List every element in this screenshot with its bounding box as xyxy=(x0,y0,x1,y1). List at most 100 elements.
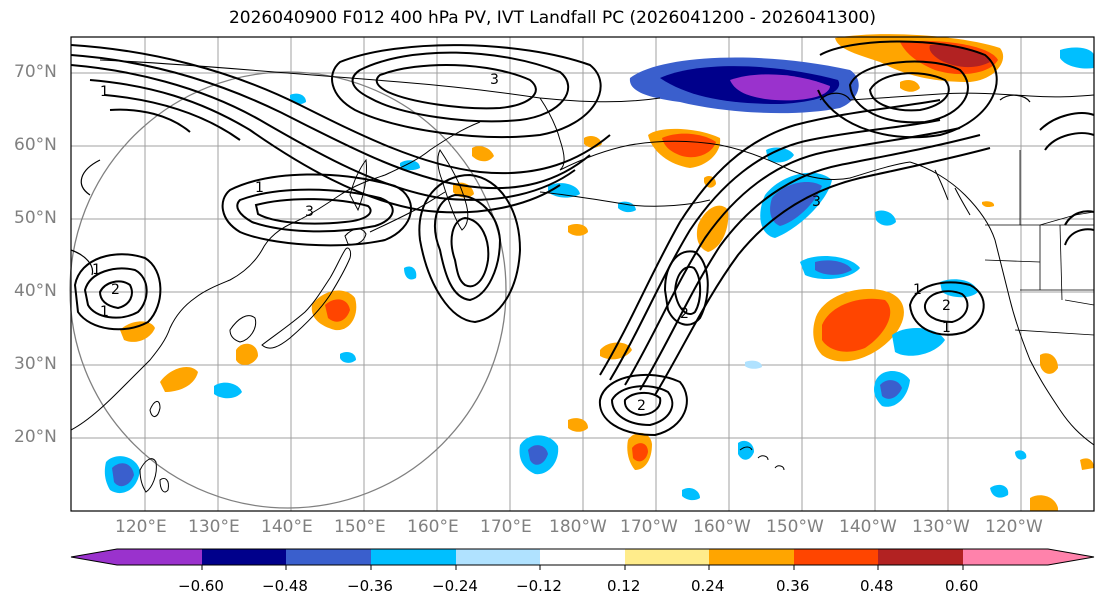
contour-labels: 1 3 1 2 3 1 1 3 2 2 1 2 1 xyxy=(92,72,951,414)
landfall-radius-circle xyxy=(69,71,507,509)
contour-line xyxy=(418,173,522,324)
pv-blob-positive xyxy=(160,367,198,392)
contour-line xyxy=(375,63,537,110)
contour-line xyxy=(1064,210,1095,226)
pv-blob-negative xyxy=(682,487,700,501)
contour-line xyxy=(434,193,502,302)
lat-label: 20°N xyxy=(14,427,57,447)
pv-blob-positive xyxy=(325,299,350,322)
pv-blob-negative xyxy=(618,201,636,213)
colorbar-tick-label: −0.24 xyxy=(432,577,478,595)
pv-blob-negative xyxy=(990,484,1009,498)
pv-blob-negative xyxy=(528,445,548,465)
colorbar-outline xyxy=(70,548,1095,566)
contour-line xyxy=(663,250,709,326)
contour-line xyxy=(848,60,969,124)
contour-line xyxy=(868,72,950,112)
pv-shading xyxy=(104,34,1094,511)
contour-line xyxy=(236,188,394,233)
colorbar-segment xyxy=(71,549,202,565)
contour-line xyxy=(221,173,412,247)
contour-label: 3 xyxy=(812,194,821,210)
lon-label: 130°W xyxy=(912,517,970,537)
map-title: 2026040900 F012 400 hPa PV, IVT Landfall… xyxy=(228,8,876,28)
map-frame xyxy=(70,36,1095,512)
colorbar-segment xyxy=(709,549,794,565)
colorbar-tick-label: 0.24 xyxy=(691,577,725,595)
pv-blob-negative xyxy=(400,160,420,171)
gridlines xyxy=(71,37,1094,511)
pv-blob-negative xyxy=(214,382,242,399)
pv-blob-negative xyxy=(766,147,794,163)
colorbar-segment xyxy=(286,549,371,565)
contour-line xyxy=(999,94,1031,103)
colorbar-segment xyxy=(625,549,709,565)
pv-blob-positive xyxy=(236,343,258,365)
pv-blob-positive xyxy=(472,146,494,162)
contour-line xyxy=(817,40,998,139)
contour-line xyxy=(673,266,702,315)
lon-label: 150°W xyxy=(766,517,824,537)
lat-label: 60°N xyxy=(14,135,57,155)
pv-blob-positive xyxy=(568,418,588,432)
contour-label: 1 xyxy=(100,304,109,320)
pv-blob-negative xyxy=(738,440,754,460)
contour-line xyxy=(1064,228,1095,246)
contour-line xyxy=(351,51,570,123)
pv-blob-positive xyxy=(982,201,995,208)
contour-label: 1 xyxy=(942,320,951,336)
colorbar-tick-label: −0.36 xyxy=(347,577,393,595)
contour-line xyxy=(1044,132,1095,151)
contour-line xyxy=(83,267,148,319)
colorbar-tick-label: 0.36 xyxy=(776,577,810,595)
lon-label: 170°E xyxy=(480,517,532,537)
lon-label: 160°W xyxy=(693,517,751,537)
lon-label: 140°E xyxy=(261,517,313,537)
pv-blob-negative xyxy=(730,74,830,101)
lon-label: 120°E xyxy=(115,517,167,537)
ivt-contours xyxy=(70,40,1095,437)
pv-blob-negative xyxy=(112,463,134,487)
colorbar-segment xyxy=(456,549,540,565)
pv-blob-positive xyxy=(568,224,588,236)
pv-blob-negative xyxy=(892,328,945,356)
contour-line xyxy=(624,127,961,386)
contour-line xyxy=(254,198,372,225)
colorbar xyxy=(70,548,1095,570)
colorbar-segment xyxy=(540,549,625,565)
contour-line xyxy=(70,54,591,190)
pv-blob-positive xyxy=(120,321,155,342)
philippines xyxy=(139,458,169,493)
colorbar-segment xyxy=(202,549,286,565)
contour-line xyxy=(609,119,941,381)
contour-line xyxy=(70,249,94,276)
north-america-coast xyxy=(909,161,1095,446)
colorbar-tick-label: 0.48 xyxy=(860,577,894,595)
pv-blob-negative xyxy=(875,210,896,226)
contour-line xyxy=(923,290,969,324)
pv-blob-negative xyxy=(1015,450,1027,460)
contour-line xyxy=(598,373,688,437)
contour-line xyxy=(908,281,985,336)
pv-blob-negative xyxy=(404,266,417,280)
colorbar-segment xyxy=(878,549,963,565)
lon-label: 180°W xyxy=(549,517,607,537)
contour-line xyxy=(1039,112,1095,131)
contour-label: 2 xyxy=(637,398,646,414)
lon-label: 120°W xyxy=(985,517,1043,537)
korea-coast xyxy=(229,315,257,343)
pv-blob-negative xyxy=(815,260,852,275)
colorbar-tick-label: 0.60 xyxy=(945,577,979,595)
pv-blob-positive xyxy=(929,44,990,68)
pv-blob-positive xyxy=(900,80,920,92)
contour-line xyxy=(98,280,133,310)
lat-label: 50°N xyxy=(14,208,57,228)
lat-label: 30°N xyxy=(14,354,57,374)
pv-blob-positive xyxy=(1030,495,1058,511)
lon-label: 150°E xyxy=(334,517,386,537)
contour-label: 2 xyxy=(942,298,951,314)
borders xyxy=(984,150,1095,336)
contour-label: 2 xyxy=(111,282,120,298)
alaska-coast xyxy=(559,140,911,181)
